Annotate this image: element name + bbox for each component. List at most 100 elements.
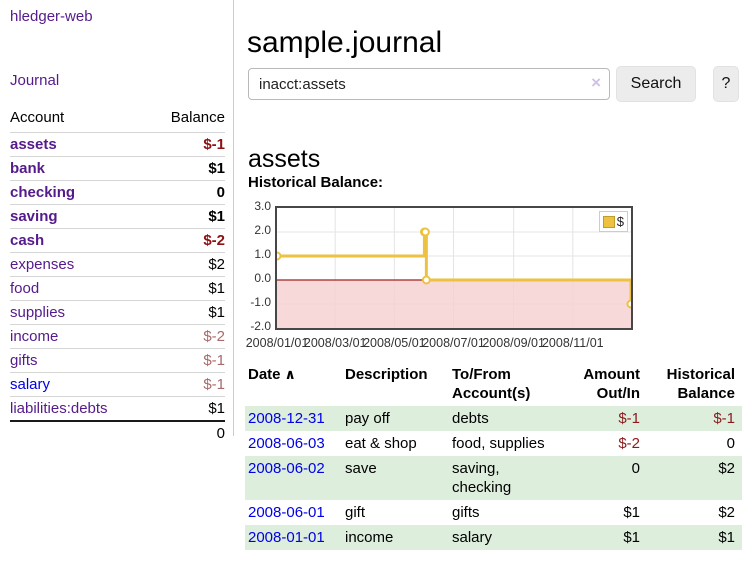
balance-col-header: Balance [170,109,225,126]
transaction-description: income [345,529,394,546]
sidebar-account-link[interactable]: food [10,280,40,297]
sidebar-account-balance: $-2 [148,228,225,253]
y-axis-tick: 0.0 [254,271,271,285]
account-row: salary $-1 [10,372,225,397]
chart-legend: $ [598,211,628,232]
sidebar-account-link[interactable]: income [10,328,59,345]
date-cell: 2008-06-02 [245,456,342,500]
account-row: checking 0 [10,180,225,205]
sidebar-account-link[interactable]: salary [10,376,51,393]
transaction-balance: $2 [718,504,735,521]
account-row: saving $1 [10,204,225,229]
account-row: expenses $2 [10,252,225,277]
account-row: supplies $1 [10,300,225,325]
transaction-amount: $1 [623,529,640,546]
transaction-accounts: salary [452,529,493,546]
account-row: gifts $-1 [10,348,225,373]
sidebar: hledger-web Journal Account Balance asse… [0,0,233,582]
sidebar-account-balance: $-1 [148,372,225,397]
search-button[interactable]: Search [616,66,696,102]
x-axis-tick: 2008/07/01 [422,336,485,350]
transaction-date-link[interactable]: 2008-01-01 [248,529,325,546]
accounts-table: Account Balance assets $-1 bank $1 checking 0… [10,106,225,445]
sidebar-account-balance: $1 [148,300,225,325]
y-axis-tick: 1.0 [254,247,271,261]
x-axis-tick: 2008/03/01 [303,336,367,350]
transaction-amount: $1 [623,504,640,521]
transaction-accounts: food, supplies [452,435,545,452]
transaction-balance: 0 [726,435,735,452]
sidebar-account-link[interactable]: cash [10,232,45,249]
transaction-amount: 0 [631,460,640,477]
sidebar-account-balance: $-2 [148,324,225,349]
transaction-row[interactable]: 2008-12-31 pay off debts $-1 $-1 [245,406,742,431]
account-row: cash $-2 [10,228,225,253]
sidebar-item-journal[interactable]: Journal [10,72,60,89]
transaction-date-link[interactable]: 2008-06-03 [248,435,325,452]
register-col-balance: Historical Balance [666,366,735,402]
date-cell: 2008-01-01 [245,525,342,550]
transaction-accounts: debts [452,410,489,427]
historical-balance-chart: 3.0 2.0 1.0 0.0 -1.0 -2.0 $ 2008/01/01 2008/03… [245,199,742,350]
sidebar-account-balance: $1 [148,204,225,229]
sidebar-account-link[interactable]: assets [10,136,57,153]
chart-title: Historical Balance: [248,174,384,191]
transaction-row[interactable]: 2008-06-02 save saving, checking 0 $2 [245,456,742,500]
chart-plot-area[interactable]: $ [275,206,633,330]
transaction-balance: $-1 [713,410,735,427]
register-col-accounts: To/From Account(s) [452,366,531,402]
sidebar-account-balance: $1 [148,156,225,181]
transaction-amount: $-2 [618,435,640,452]
sort-ascending-icon: ∧ [284,366,296,382]
sidebar-account-link[interactable]: gifts [10,352,38,369]
sidebar-divider [233,0,234,436]
transaction-accounts: saving, checking [452,460,512,496]
sidebar-account-link[interactable]: checking [10,184,76,201]
clear-search-icon[interactable]: × [591,73,601,92]
register-col-amount: Amount Out/In [583,366,640,402]
sidebar-account-link[interactable]: supplies [10,304,66,321]
sidebar-account-link[interactable]: saving [10,208,58,225]
x-axis-tick: 2008/11/01 [541,336,604,350]
accounts-total-balance: 0 [148,420,225,445]
transaction-accounts: gifts [452,504,480,521]
date-cell: 2008-06-01 [245,500,342,525]
sidebar-account-balance: 0 [148,180,225,205]
transaction-amount: $-1 [618,410,640,427]
sidebar-account-balance: $1 [148,276,225,301]
sidebar-account-link[interactable]: bank [10,160,46,177]
transaction-date-link[interactable]: 2008-06-02 [248,460,325,477]
page-title: sample.journal [247,26,443,60]
help-button[interactable]: ? [713,66,739,102]
register-header-row: Date ∧ Description To/From Account(s) Amo… [245,362,742,406]
series-label: $ [616,214,624,229]
transaction-row[interactable]: 2008-01-01 income salary $1 $1 [245,525,742,550]
transaction-description: pay off [345,410,390,427]
x-axis-tick: 2008/05/01 [363,336,426,350]
transaction-date-link[interactable]: 2008-12-31 [248,410,325,427]
register-table: Date ∧ Description To/From Account(s) Amo… [245,362,742,550]
transaction-description: gift [345,504,366,521]
transaction-date-link[interactable]: 2008-06-01 [248,504,325,521]
sidebar-account-balance: $2 [148,252,225,277]
accounts-total-row: 0 [10,420,225,445]
transaction-row[interactable]: 2008-06-03 eat & shop food, supplies $-2 0 [245,431,742,456]
sidebar-account-link[interactable]: liabilities:debts [10,400,108,417]
x-axis-tick: 2008/01/01 [245,336,309,350]
account-heading: assets [248,144,321,173]
transaction-balance: $2 [718,460,735,477]
transaction-description: eat & shop [345,435,417,452]
account-row: food $1 [10,276,225,301]
y-axis-tick: 2.0 [254,223,271,237]
search-input[interactable] [248,68,610,100]
transaction-row[interactable]: 2008-06-01 gift gifts $1 $2 [245,500,742,525]
y-axis-tick: -1.0 [250,295,271,309]
date-cell: 2008-06-03 [245,431,342,456]
sidebar-account-link[interactable]: expenses [10,256,75,273]
register-col-date[interactable]: Date ∧ [248,366,296,383]
series-swatch-icon [602,215,615,228]
accounts-col-header: Account [10,109,65,126]
account-row: liabilities:debts $1 [10,396,225,421]
brand-link[interactable]: hledger-web [10,8,93,25]
x-axis-tick: 2008/09/01 [482,336,545,350]
